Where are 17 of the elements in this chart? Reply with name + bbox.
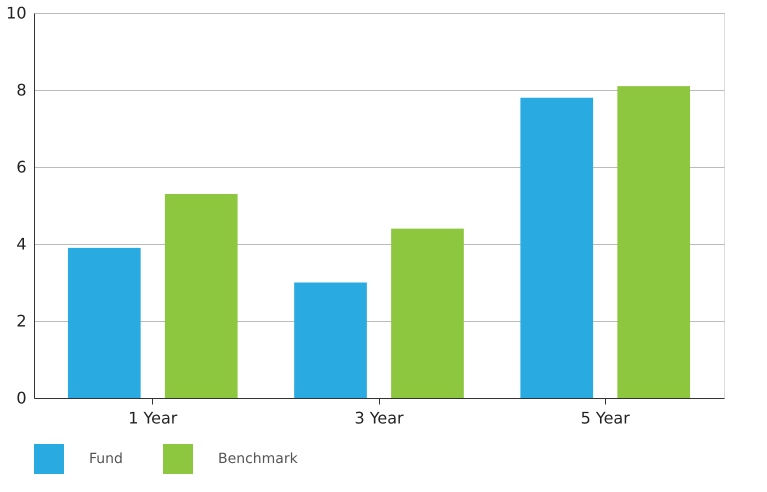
bar [68,248,141,398]
y-tick-label: 8 [16,80,26,100]
x-tick-label: 1 Year [128,408,178,428]
bar [391,228,464,398]
bar [164,194,238,398]
y-tick-label: 6 [16,158,26,176]
y-tick-label: 4 [16,234,26,254]
bar [617,86,690,398]
y-tick-label: 0 [16,388,26,408]
bar [520,98,594,398]
y-tick-label: 10 [6,4,26,22]
bar [294,282,367,398]
y-tick-label: 2 [16,312,26,330]
x-tick-label: 3 Year [354,408,404,428]
legend-label: Fund [89,451,123,467]
x-tick-label: 5 Year [580,408,630,428]
legend-label: Benchmark [218,451,299,467]
